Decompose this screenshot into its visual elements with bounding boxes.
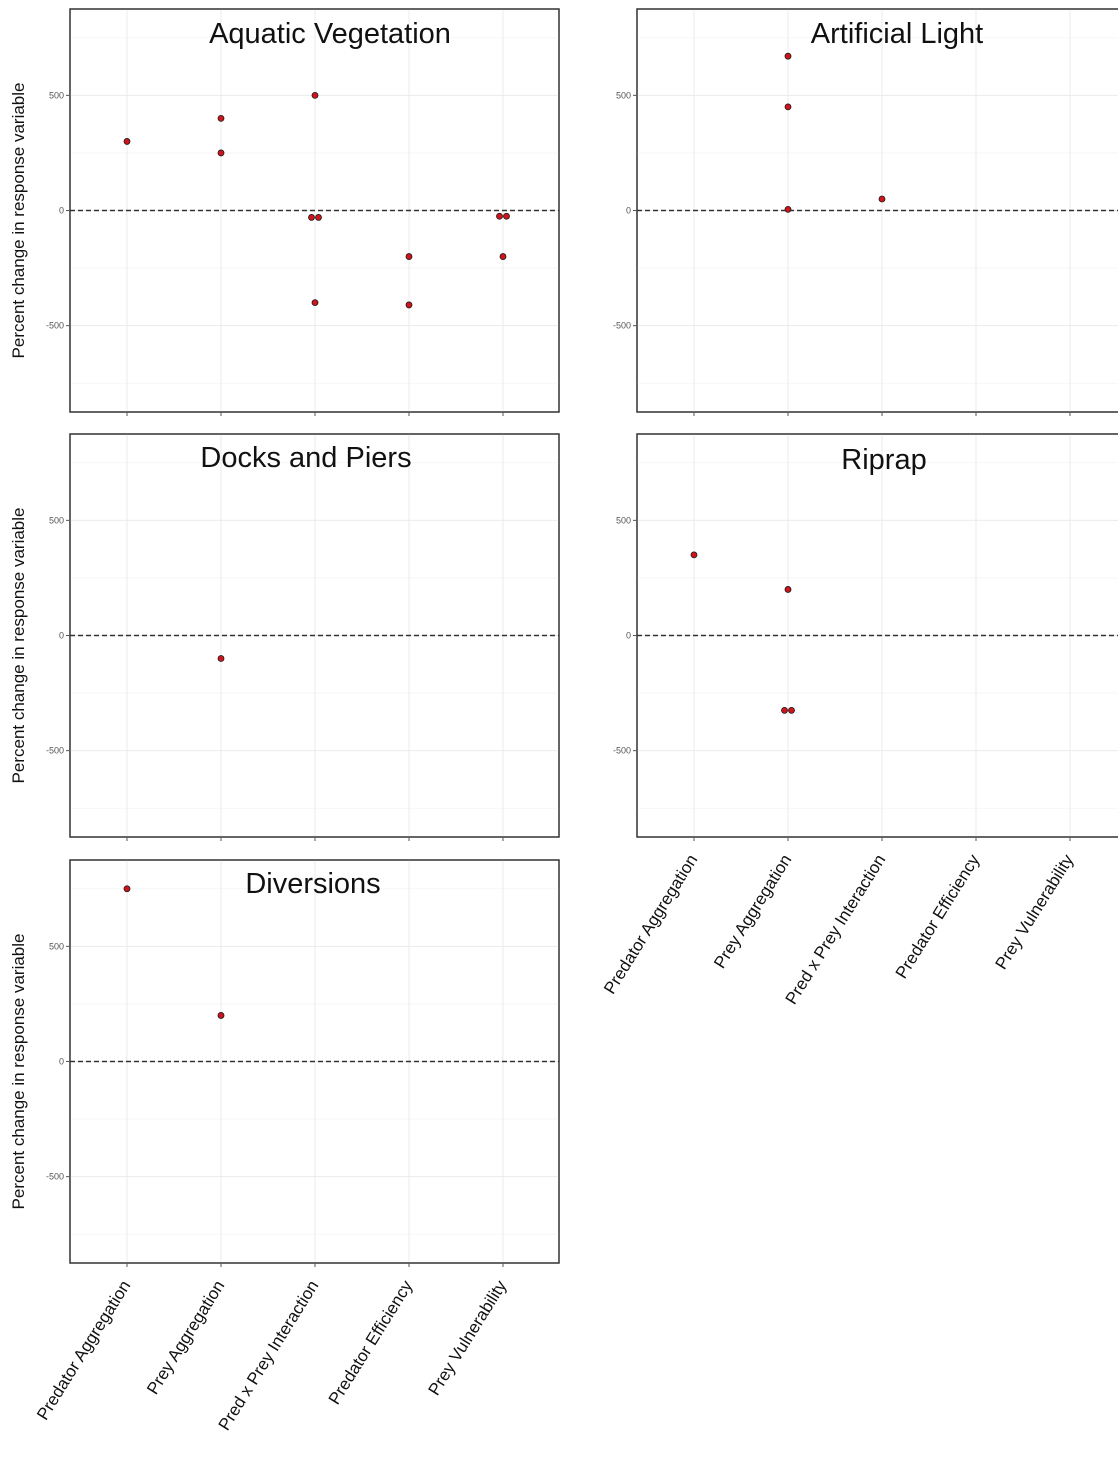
panel-title: Artificial Light <box>811 18 983 50</box>
data-point <box>788 706 795 714</box>
x-tick-label: Prey Vulnerability <box>425 1277 511 1399</box>
data-point <box>123 885 131 893</box>
y-axis-label: Percent change in response variable <box>9 83 28 359</box>
y-tick-label: -500 <box>613 746 631 756</box>
data-point <box>405 253 413 260</box>
data-point <box>878 195 886 203</box>
panel-title: Riprap <box>841 444 926 476</box>
y-tick-label: 0 <box>59 206 64 216</box>
panel-1: -500 0 500 Artificial Light <box>613 8 1118 416</box>
data-point <box>496 212 503 220</box>
data-point <box>217 114 225 122</box>
data-point <box>311 91 319 99</box>
data-point <box>784 103 792 111</box>
data-point <box>405 301 413 309</box>
data-point <box>123 138 131 145</box>
panel-title: Docks and Piers <box>200 442 411 474</box>
y-tick-label: 0 <box>59 631 64 641</box>
x-tick-label: Pred x Prey Interaction <box>782 851 890 1008</box>
data-point <box>499 253 507 260</box>
panel-0: -500 0 500 Aquatic Vegetation Percent change… <box>9 8 560 416</box>
y-tick-label: -500 <box>46 746 64 756</box>
data-point <box>217 655 225 662</box>
data-point <box>690 551 698 559</box>
x-tick-label: Predator Efficiency <box>892 851 984 982</box>
x-tick-label: Prey Vulnerability <box>992 851 1078 973</box>
x-tick-label: Pred x Prey Interaction <box>215 1277 323 1434</box>
x-tick-label: Predator Aggregation <box>600 851 701 997</box>
y-tick-label: 0 <box>626 631 631 641</box>
data-point <box>503 212 510 220</box>
x-tick-label: Predator Aggregation <box>33 1277 134 1423</box>
y-axis-label: Percent change in response variable <box>9 934 28 1210</box>
panel-title: Diversions <box>245 868 380 900</box>
panel-title: Aquatic Vegetation <box>209 18 451 50</box>
y-tick-label: -500 <box>46 321 64 331</box>
y-tick-label: 500 <box>49 941 64 951</box>
data-point <box>784 586 792 593</box>
y-tick-label: 500 <box>49 515 64 525</box>
y-tick-label: -500 <box>46 1172 64 1182</box>
y-tick-label: 500 <box>49 90 64 100</box>
data-point <box>311 299 319 307</box>
y-tick-label: 500 <box>616 515 631 525</box>
data-point <box>217 1012 225 1019</box>
data-point <box>784 52 792 60</box>
panel-4: -500 0 500 Diversions Percent change in resp… <box>9 859 560 1434</box>
data-point <box>784 205 792 213</box>
y-tick-label: 0 <box>59 1057 64 1067</box>
x-tick-label: Prey Aggregation <box>710 851 795 972</box>
y-axis-label: Percent change in response variable <box>9 508 28 784</box>
y-tick-label: -500 <box>613 321 631 331</box>
y-tick-label: 500 <box>616 90 631 100</box>
x-tick-label: Predator Efficiency <box>325 1277 417 1408</box>
data-point <box>217 149 225 157</box>
data-point <box>315 214 322 221</box>
panel-3: -500 0 500 Riprap Predator Aggregation Prey A… <box>600 433 1118 1008</box>
data-point <box>781 706 788 714</box>
panel-2: -500 0 500 Docks and Piers Percent change in… <box>9 433 560 841</box>
data-point <box>308 214 315 221</box>
y-tick-label: 0 <box>626 206 631 216</box>
x-tick-label: Prey Aggregation <box>143 1277 228 1398</box>
